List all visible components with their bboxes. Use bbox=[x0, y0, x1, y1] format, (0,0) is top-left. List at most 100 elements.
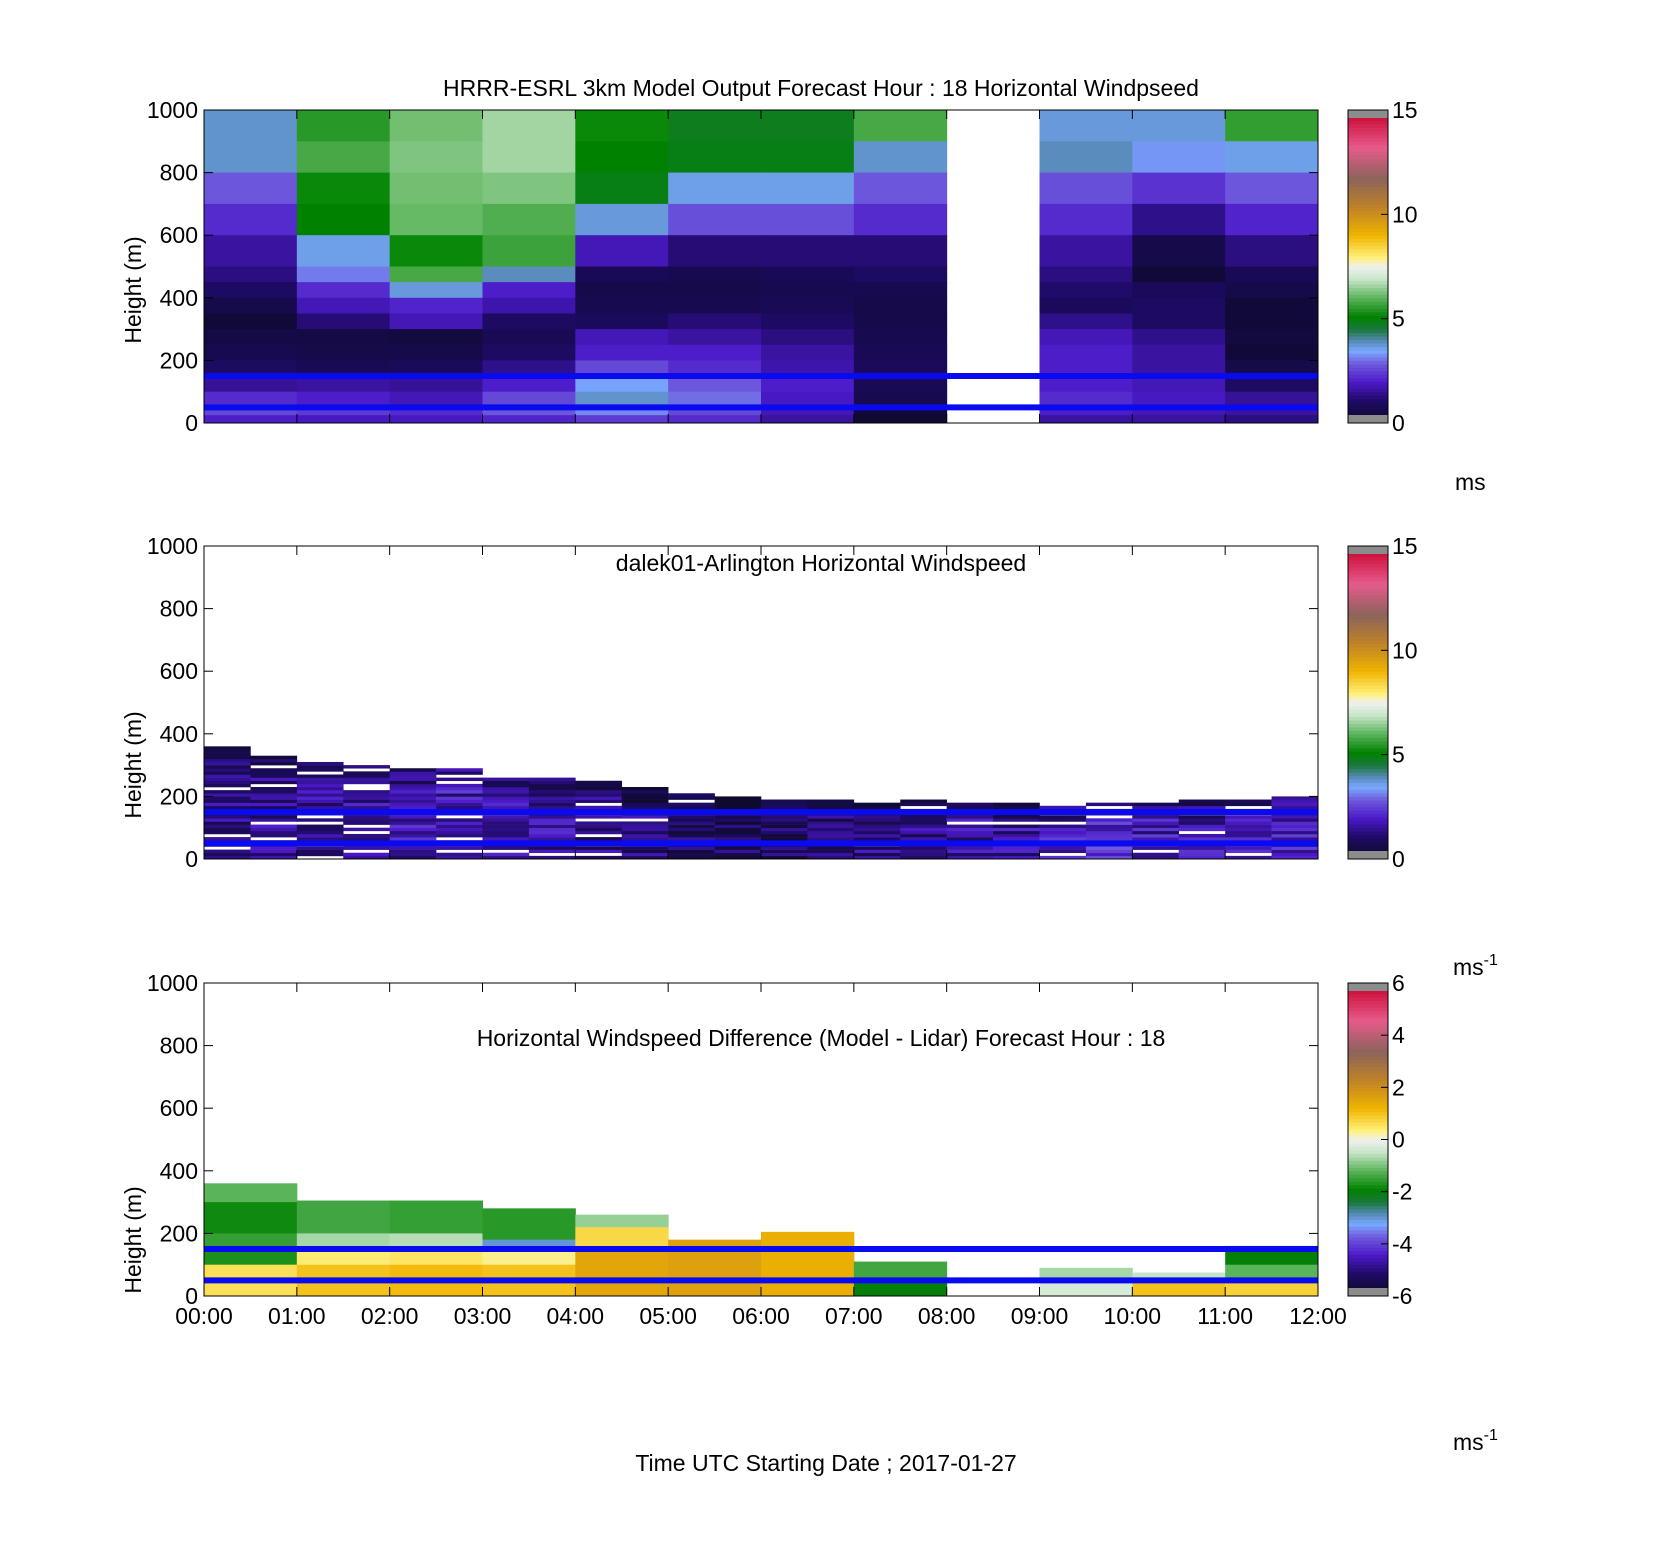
heatmap-cell bbox=[761, 1231, 855, 1297]
x-tick-label: 06:00 bbox=[732, 1303, 790, 1329]
colorbar-segment bbox=[1348, 1038, 1388, 1043]
colorbar-segment bbox=[1348, 252, 1388, 257]
colorbar-segment bbox=[1348, 259, 1388, 264]
colorbar-tick-label: 2 bbox=[1392, 1074, 1405, 1100]
colorbar-segment bbox=[1348, 374, 1388, 379]
heatmap-cell bbox=[1039, 313, 1133, 330]
colorbar-tick-label: -4 bbox=[1392, 1231, 1413, 1257]
x-tick-label: 07:00 bbox=[825, 1303, 883, 1329]
colorbar-segment bbox=[1348, 1132, 1388, 1137]
heatmap-cell bbox=[250, 833, 298, 838]
colorbar-segment bbox=[1348, 768, 1388, 773]
colorbar-segment bbox=[1348, 1062, 1388, 1067]
heatmap-cell bbox=[853, 830, 901, 835]
colorbar-segment bbox=[1348, 130, 1388, 135]
heatmap-cell bbox=[528, 837, 576, 841]
heatmap-cell bbox=[575, 846, 623, 850]
heatmap-cell bbox=[250, 774, 298, 778]
heatmap-cell bbox=[761, 849, 808, 854]
colorbar-segment bbox=[1348, 141, 1388, 146]
colorbar: -6 -4 -2 0 2 4 6 bbox=[1347, 970, 1413, 1309]
heatmap-cell bbox=[668, 282, 762, 299]
heatmap-cell bbox=[296, 846, 344, 850]
colorbar-segment bbox=[1348, 650, 1388, 655]
colorbar-segment bbox=[1348, 1059, 1388, 1064]
colorbar-over bbox=[1348, 546, 1388, 554]
heatmap-cell bbox=[343, 774, 390, 778]
heatmap-cell bbox=[296, 793, 344, 797]
colorbar-segment bbox=[1348, 263, 1388, 267]
heatmap-cell bbox=[1085, 852, 1133, 857]
heatmap-cell bbox=[1225, 1264, 1319, 1281]
heatmap-cell bbox=[807, 830, 855, 835]
colorbar-segment bbox=[1348, 1108, 1388, 1113]
heatmap-cell bbox=[296, 852, 344, 857]
heatmap-cell bbox=[296, 790, 344, 794]
heatmap-cell bbox=[296, 235, 391, 267]
colorbar-segment bbox=[1348, 1264, 1388, 1269]
heatmap-cell bbox=[389, 821, 437, 825]
heatmap-cell bbox=[807, 821, 855, 825]
panel-title: dalek01-Arlington Horizontal Windspeed bbox=[616, 550, 1026, 576]
heatmap-cell bbox=[1085, 846, 1133, 850]
heatmap-cell bbox=[250, 771, 298, 775]
colorbar-segment bbox=[1348, 615, 1388, 620]
heatmap-cell bbox=[482, 796, 530, 800]
heatmap-cell bbox=[482, 172, 576, 205]
heatmap-cell bbox=[296, 830, 344, 835]
colorbar-segment bbox=[1348, 671, 1388, 676]
heatmap-cell bbox=[482, 855, 530, 860]
colorbar-segment bbox=[1348, 556, 1388, 561]
heatmap-cell bbox=[714, 855, 762, 860]
colorbar-segment bbox=[1348, 1080, 1388, 1085]
heatmap-cell bbox=[621, 824, 669, 828]
heatmap-cell bbox=[668, 313, 762, 330]
heatmap-cell bbox=[250, 849, 298, 854]
colorbar-segment bbox=[1348, 580, 1388, 585]
heatmap-cell bbox=[1225, 266, 1319, 283]
heatmap-cell bbox=[714, 837, 762, 841]
heatmap-cell bbox=[1039, 235, 1133, 267]
heatmap-cell bbox=[807, 855, 855, 860]
colorbar-segment bbox=[1348, 1153, 1388, 1158]
heatmap-cell bbox=[993, 815, 1040, 819]
heatmap-cell bbox=[204, 203, 298, 236]
colorbar-segment bbox=[1348, 217, 1388, 222]
heatmap-cell bbox=[900, 833, 947, 838]
heatmap-cell bbox=[436, 771, 483, 775]
heatmap-cell bbox=[807, 852, 855, 857]
colorbar-segment bbox=[1348, 1017, 1388, 1022]
heatmap-cell bbox=[343, 799, 390, 803]
colorbar-unit: ms-1 bbox=[1453, 1427, 1498, 1455]
heatmap-cell bbox=[204, 752, 251, 757]
heatmap-cell bbox=[1132, 852, 1180, 857]
colorbar-segment bbox=[1348, 1136, 1388, 1140]
heatmap-cell bbox=[389, 313, 483, 330]
colorbar-segment bbox=[1348, 162, 1388, 167]
panel-title: HRRR-ESRL 3km Model Output Forecast Hour… bbox=[443, 75, 1199, 101]
heatmap-cell bbox=[250, 796, 298, 800]
y-tick-label: 400 bbox=[160, 285, 198, 311]
heatmap-cell bbox=[1225, 833, 1272, 838]
colorbar-segment bbox=[1348, 1163, 1388, 1168]
heatmap-cell bbox=[296, 827, 344, 832]
colorbar-segment bbox=[1348, 726, 1388, 731]
colorbar-segment bbox=[1348, 737, 1388, 742]
colorbar-segment bbox=[1348, 646, 1388, 651]
heatmap-cell bbox=[204, 141, 298, 174]
colorbar-segment bbox=[1348, 782, 1388, 787]
y-tick-label: 1000 bbox=[147, 970, 198, 996]
heatmap-cell bbox=[389, 297, 483, 314]
colorbar-segment bbox=[1348, 1181, 1388, 1186]
heatmap-cell bbox=[250, 846, 298, 850]
colorbar-under bbox=[1348, 851, 1388, 859]
heatmap-cell bbox=[296, 780, 344, 785]
heatmap-cell bbox=[250, 815, 298, 819]
colorbar-segment bbox=[1348, 775, 1388, 780]
heatmap-cell bbox=[575, 790, 623, 794]
heatmap-cell bbox=[482, 1239, 576, 1250]
heatmap-cell bbox=[389, 1233, 483, 1250]
colorbar-tick-label: 5 bbox=[1392, 306, 1405, 332]
heatmap-cell bbox=[1178, 827, 1226, 832]
colorbar-segment bbox=[1348, 332, 1388, 337]
